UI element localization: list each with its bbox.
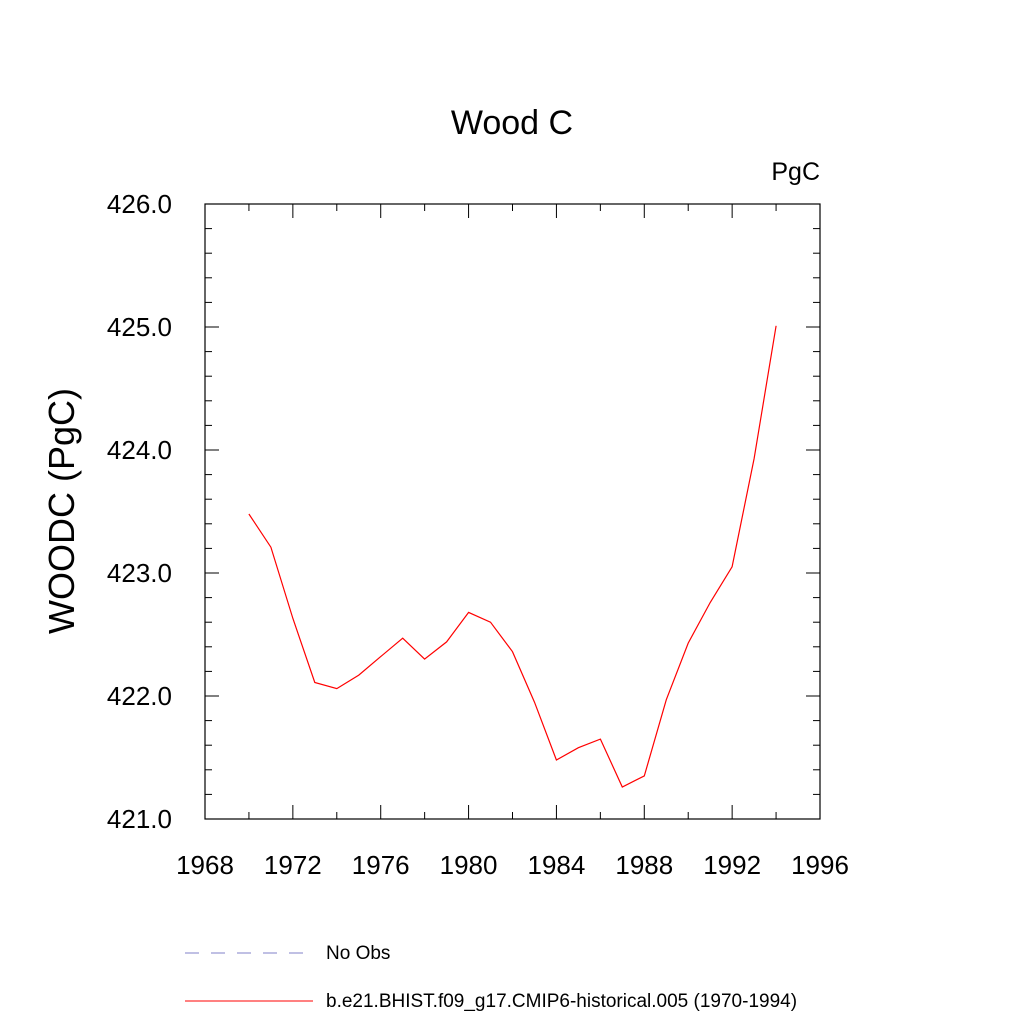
x-tick-label: 1992: [703, 850, 761, 880]
y-tick-label: 421.0: [107, 804, 172, 834]
y-tick-label: 426.0: [107, 189, 172, 219]
series-line: [248, 325, 777, 788]
chart-title: Wood C: [451, 104, 573, 142]
y-tick-label: 423.0: [107, 558, 172, 588]
x-tick-label: 1976: [352, 850, 410, 880]
x-tick-label: 1972: [264, 850, 322, 880]
x-tick-label: 1980: [440, 850, 498, 880]
y-tick-label: 422.0: [107, 681, 172, 711]
units-label: PgC: [771, 158, 820, 186]
x-tick-label: 1996: [791, 850, 849, 880]
x-tick-label: 1988: [615, 850, 673, 880]
x-tick-label: 1968: [176, 850, 234, 880]
x-tick-label: 1984: [528, 850, 586, 880]
y-axis-label: WOODC (PgC): [41, 388, 82, 634]
y-tick-label: 425.0: [107, 312, 172, 342]
y-tick-label: 424.0: [107, 435, 172, 465]
legend-label: No Obs: [326, 943, 390, 964]
plot-frame: [204, 203, 821, 820]
legend-label: b.e21.BHIST.f09_g17.CMIP6-historical.005…: [326, 991, 797, 1012]
